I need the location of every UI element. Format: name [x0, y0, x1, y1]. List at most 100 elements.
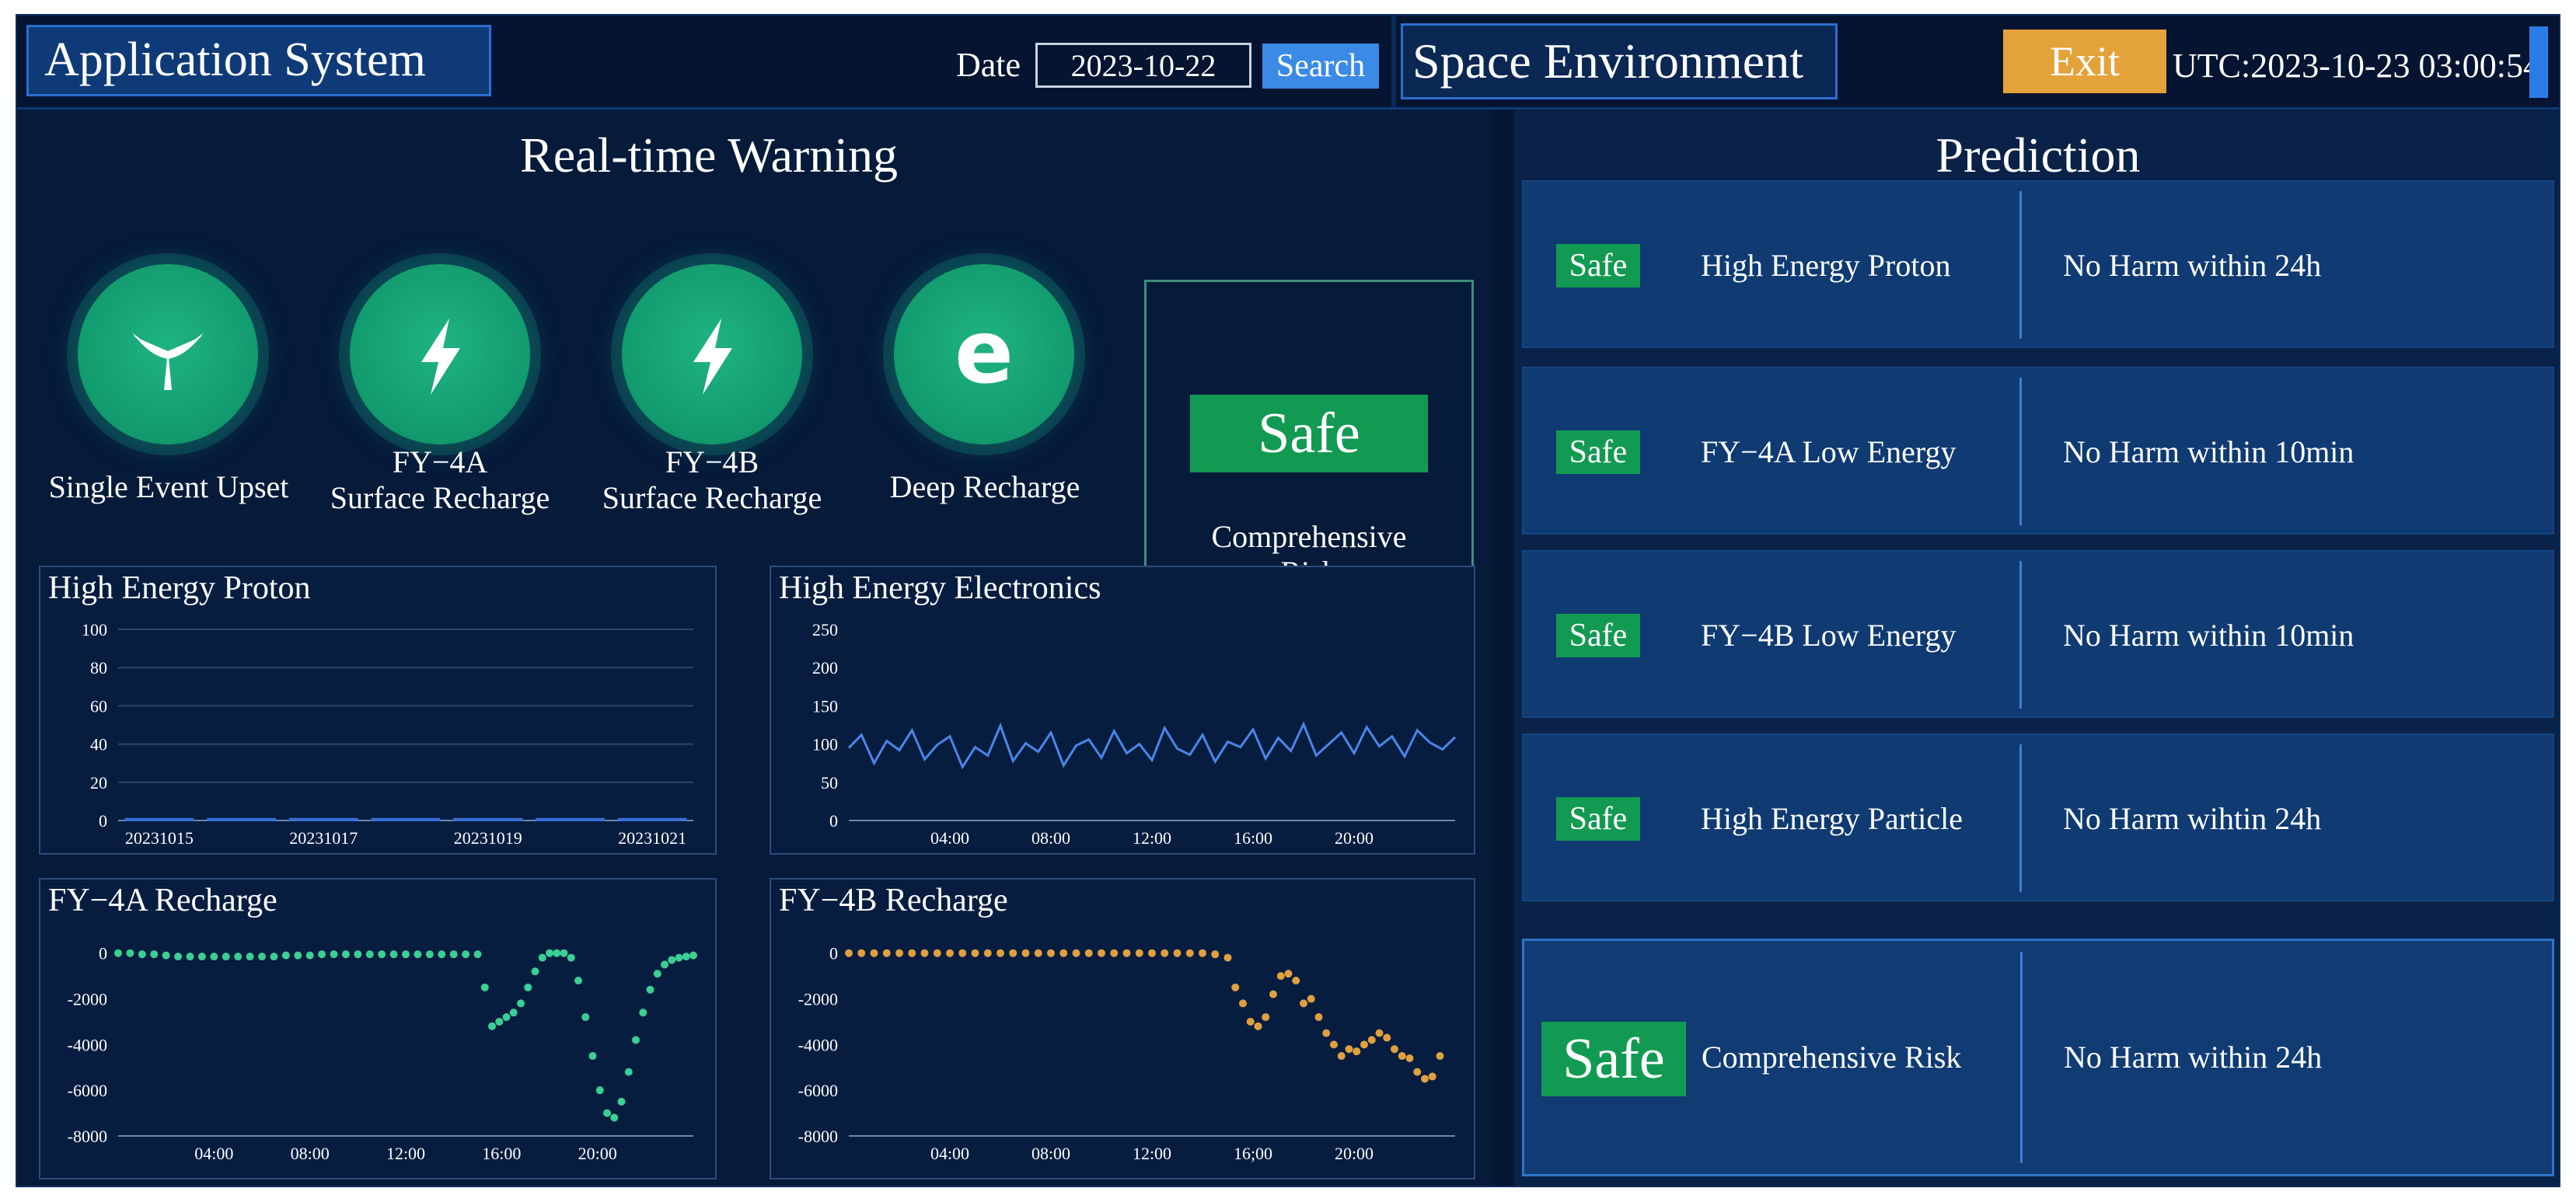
bar-20231019: [453, 817, 523, 821]
recharge-point: [234, 953, 243, 961]
safe-badge: Safe: [1556, 244, 1640, 287]
y-tick-label: 0: [99, 811, 107, 831]
proton-chart-svg: 0 20 40 60 80 100 20231015 20231017 20231019 2023…: [82, 620, 693, 848]
x-tick-label: 08:00: [291, 1144, 330, 1163]
recharge-point: [603, 1109, 611, 1117]
recharge-point: [574, 977, 582, 984]
recharge-point: [1148, 949, 1156, 957]
single-event-upset-indicator[interactable]: [78, 264, 258, 444]
y-tick-label: 250: [812, 620, 838, 639]
recharge-point: [908, 949, 916, 957]
fy4a-recharge-chart: 0 -2000 -4000 -6000 -8000 04:00 08:00 12:00 16:0…: [39, 878, 717, 1179]
chart-title: High Energy Proton: [48, 570, 311, 606]
search-button[interactable]: Search: [1262, 44, 1379, 89]
x-tick-label: 20231019: [454, 828, 522, 848]
recharge-point: [462, 950, 470, 959]
prediction-row-high-energy-particle[interactable]: Safe High Energy Particle No Harm wihtin…: [1522, 733, 2554, 901]
recharge-point: [1173, 949, 1182, 957]
recharge-point: [845, 949, 853, 957]
prediction-name: High Energy Proton: [1701, 248, 1951, 283]
x-tick-label: 04:00: [194, 1144, 233, 1163]
fy4b-surface-recharge-indicator[interactable]: [622, 264, 802, 444]
recharge-point: [210, 953, 218, 961]
y-tick-label: -8000: [68, 1127, 107, 1146]
recharge-point: [114, 949, 122, 957]
x-tick-label: 12:00: [1133, 828, 1171, 848]
prediction-panel: Prediction Safe High Energy Proton No Ha…: [1514, 110, 2559, 1186]
recharge-point: [1345, 1045, 1353, 1054]
recharge-point: [882, 949, 891, 957]
top-bar: Application System Date Search Space Env…: [17, 16, 2559, 110]
y-tick-label: 50: [821, 773, 838, 793]
recharge-point: [1421, 1075, 1429, 1083]
recharge-point: [517, 999, 525, 1008]
recharge-point: [588, 1052, 597, 1061]
recharge-point: [197, 953, 206, 961]
recharge-point: [378, 950, 386, 959]
recharge-point: [1322, 1029, 1331, 1037]
utc-clock: UTC:2023-10-23 03:00:54: [2173, 47, 2540, 85]
x-tick-label: 20:00: [578, 1144, 617, 1163]
fy4a-label-line1: FY−4A: [392, 444, 488, 479]
recharge-point: [1021, 949, 1030, 957]
lightning-icon: [421, 319, 460, 395]
x-tick-label: 16:00: [1234, 828, 1272, 848]
recharge-point: [1047, 949, 1055, 957]
recharge-point: [1199, 949, 1206, 957]
fy4b-chart-svg: 0 -2000 -4000 -6000 -8000 04:00 08:00 12:00 16;0…: [798, 944, 1455, 1163]
exit-button[interactable]: Exit: [2003, 30, 2166, 93]
y-tick-label: 0: [829, 811, 838, 831]
y-tick-label: 80: [90, 658, 107, 678]
fy4a-surface-recharge-indicator[interactable]: [350, 264, 530, 444]
recharge-point: [1185, 949, 1194, 957]
y-tick-label: -8000: [798, 1127, 838, 1146]
recharge-point: [997, 949, 1004, 957]
prediction-name: Comprehensive Risk: [1702, 1040, 1962, 1075]
recharge-point: [294, 951, 302, 960]
x-tick-label: 20231015: [125, 828, 194, 848]
fy4a-chart-svg: 0 -2000 -4000 -6000 -8000 04:00 08:00 12:00 16:0…: [68, 944, 697, 1163]
prediction-row-fy4b-low-energy[interactable]: Safe FY−4B Low Energy No Harm within 10m…: [1522, 550, 2554, 718]
recharge-point: [150, 950, 159, 959]
recharge-point: [1223, 953, 1232, 962]
recharge-point: [1122, 949, 1131, 957]
prediction-row-high-energy-proton[interactable]: Safe High Energy Proton No Harm within 2…: [1522, 180, 2554, 348]
x-tick-label: 20:00: [1335, 828, 1374, 848]
recharge-point: [661, 960, 668, 969]
safe-badge: Safe: [1556, 797, 1640, 841]
comprehensive-risk-box: Safe Comprehensive Risk: [1144, 280, 1474, 609]
x-tick-label: 04:00: [930, 828, 969, 848]
recharge-point: [414, 950, 422, 959]
prediction-row-fy4a-low-energy[interactable]: Safe FY−4A Low Energy No Harm within 10m…: [1522, 367, 2554, 535]
recharge-point: [246, 953, 254, 961]
svg-text:e: e: [955, 302, 1014, 403]
recharge-point: [1110, 949, 1119, 957]
recharge-point: [933, 949, 941, 957]
recharge-point: [1353, 1047, 1361, 1056]
recharge-point: [546, 949, 553, 957]
recharge-point: [509, 1009, 518, 1017]
recharge-point: [653, 970, 661, 978]
y-tick-label: -2000: [798, 990, 838, 1009]
recharge-point: [1405, 1054, 1414, 1062]
recharge-point: [857, 949, 866, 957]
date-input[interactable]: [1035, 43, 1251, 88]
deep-recharge-indicator[interactable]: e: [894, 264, 1074, 444]
recharge-point: [502, 1013, 511, 1022]
recharge-point: [186, 953, 194, 961]
x-tick-label: 20:00: [1335, 1144, 1374, 1163]
recharge-point: [174, 953, 183, 961]
recharge-point: [258, 953, 266, 961]
recharge-point: [1084, 949, 1093, 957]
recharge-point: [1314, 1013, 1323, 1022]
bar-20231016: [207, 817, 276, 821]
x-tick-label: 16:00: [482, 1144, 521, 1163]
recharge-point: [162, 951, 170, 960]
recharge-point: [682, 953, 690, 961]
safe-badge: Safe: [1556, 614, 1640, 657]
recharge-point: [946, 949, 954, 957]
y-tick-label: -2000: [68, 990, 107, 1009]
prediction-row-comprehensive-risk[interactable]: Safe Comprehensive Risk No Harm within 2…: [1522, 939, 2554, 1176]
row-divider: [2019, 191, 2022, 339]
recharge-point: [675, 953, 683, 962]
